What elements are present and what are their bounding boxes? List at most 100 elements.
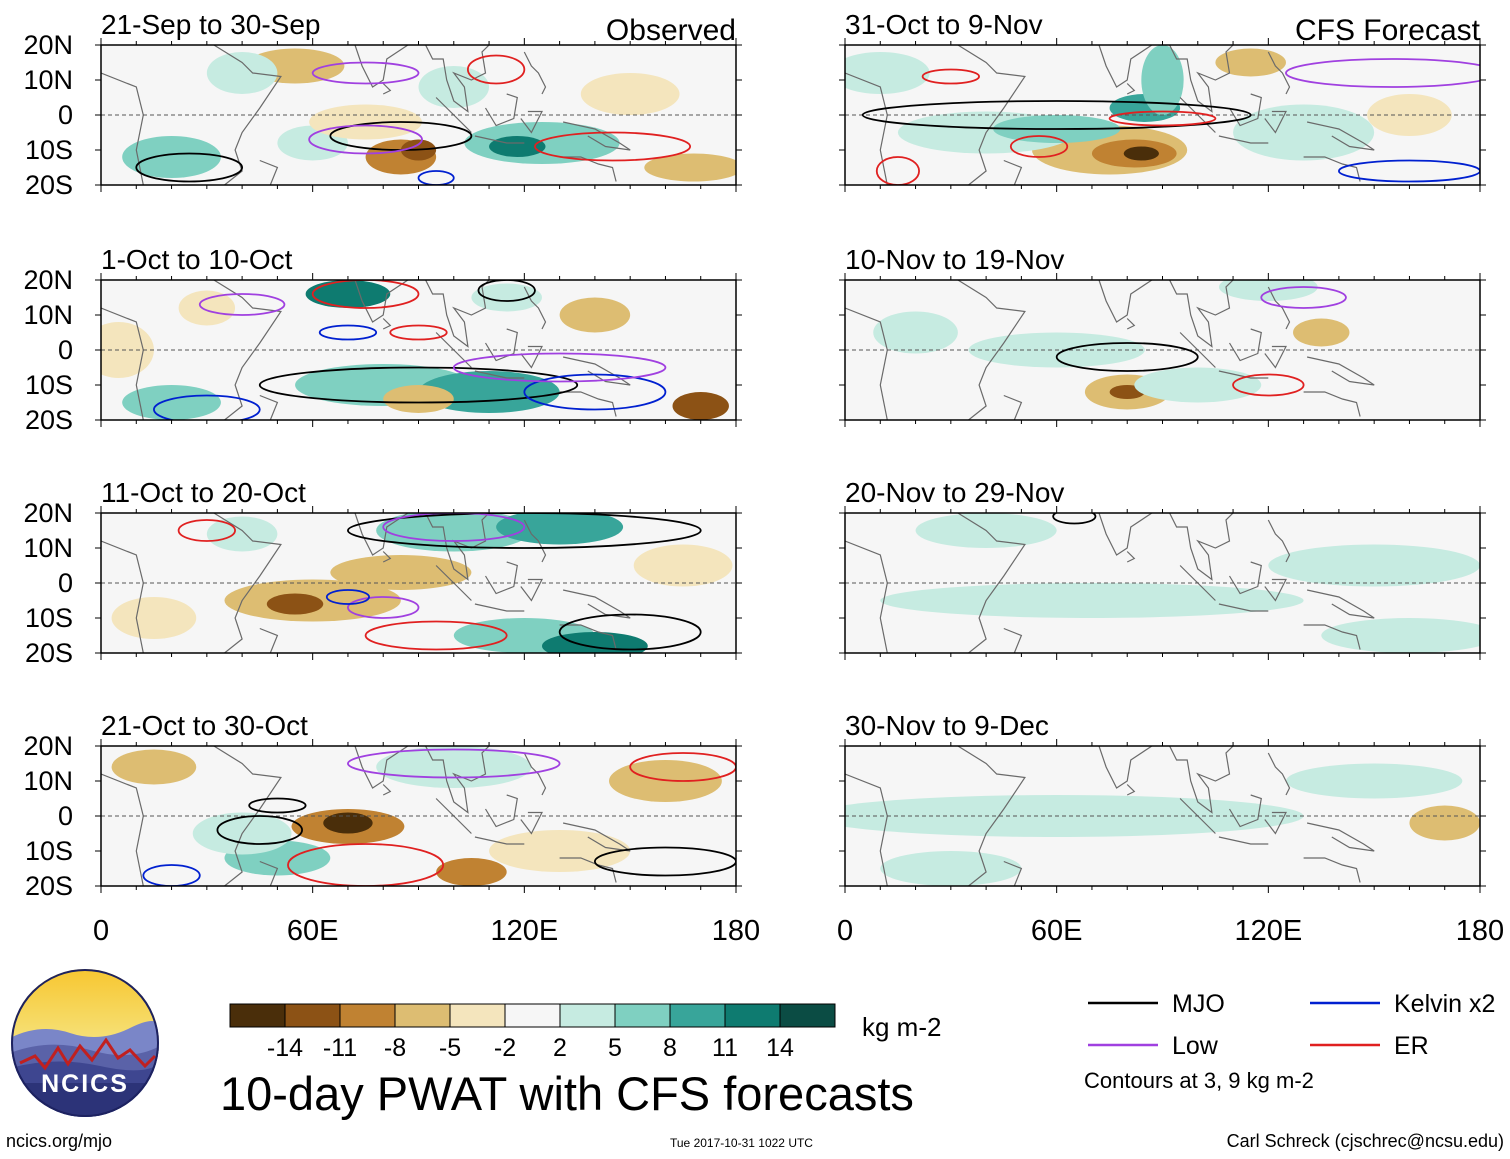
colorbar-unit: kg m-2: [862, 1012, 942, 1042]
wave-contour: [198, 293, 286, 316]
footer-website[interactable]: ncics.org/mjo: [6, 1131, 113, 1151]
colorbar-swatch: [504, 1003, 561, 1028]
coastline: [1228, 328, 1262, 362]
wave-contour: [258, 366, 579, 404]
map-panel-8: 30-Nov to 9-Dec 0 60E 120E 180: [837, 710, 1504, 947]
pwat-anomaly-blob: [633, 544, 733, 587]
lat-tick-label: 10S: [25, 135, 73, 165]
colorbar-tick-label: 2: [553, 1034, 567, 1062]
panel-period-title: 20-Nov to 29-Nov: [845, 477, 1064, 508]
map-panel-4: 10-Nov to 19-Nov: [839, 244, 1486, 427]
coastline: [474, 135, 525, 144]
legend-label: Kelvin x2: [1394, 990, 1495, 1018]
coastline: [474, 370, 525, 379]
lat-tick-label: 10S: [25, 370, 73, 400]
map-panel-3: 20N 10N 0 10S 20S 1-Oct to 10-Oct: [23, 244, 742, 435]
pwat-anomaly-blob: [111, 597, 197, 639]
wave-contour: [287, 843, 445, 886]
pwat-anomaly-blob: [644, 153, 736, 182]
coastline: [1169, 280, 1234, 348]
map-field: [101, 513, 736, 653]
lat-tick-label: 0: [58, 801, 73, 831]
lon-tick-label: 120E: [490, 915, 558, 947]
pwat-anomaly-blob: [880, 583, 1304, 618]
wave-contour: [1052, 513, 1097, 525]
lon-tick-label: 180: [712, 915, 760, 947]
colorbar-swatch: [724, 1003, 781, 1028]
coastline: [1126, 318, 1136, 330]
coastline: [957, 746, 1026, 886]
coastline: [1126, 784, 1136, 796]
panel-period-title: 30-Nov to 9-Dec: [845, 710, 1049, 741]
coastline: [1126, 83, 1136, 95]
colorbar-tick-label: 8: [663, 1034, 677, 1062]
pwat-anomaly-blob: [1141, 45, 1184, 115]
lat-tick-label: 0: [58, 568, 73, 598]
pwat-anomaly-blob: [672, 392, 729, 420]
wave-contour: [177, 519, 236, 542]
coastline: [484, 794, 518, 828]
lon-tick-label: 60E: [287, 915, 339, 947]
wave-contour: [135, 152, 244, 183]
lat-tick-label: 20S: [25, 638, 73, 668]
pwat-anomaly-blob: [111, 749, 197, 785]
colorbar-swatch: [229, 1003, 286, 1028]
wave-contour: [1260, 286, 1347, 309]
pwat-anomaly-blob: [323, 812, 373, 834]
coastline: [474, 603, 525, 612]
pwat-anomaly-blob: [178, 290, 236, 326]
pwat-anomaly-blob: [383, 385, 454, 413]
lon-tick-label: 60E: [1031, 915, 1083, 947]
wave-contour: [153, 394, 261, 420]
coastline: [1267, 752, 1291, 796]
ncics-logo: NCICS: [10, 968, 160, 1118]
wave-contour: [308, 124, 423, 155]
coastline: [259, 627, 279, 653]
coastline: [1267, 519, 1291, 563]
pwat-anomaly-blob: [122, 385, 221, 420]
contour-note: Contours at 3, 9 kg m-2: [1084, 1068, 1314, 1093]
colorbar: -14 -11 -8 -5 -2 2 5 8 11 14: [229, 1003, 836, 1062]
coastline: [559, 857, 617, 883]
coastline: [1267, 286, 1291, 330]
coastline: [523, 51, 547, 95]
coastline: [382, 318, 392, 330]
coastline: [520, 578, 543, 602]
map-panel-1: 20N 10N 0 10S 20S 21-Sep to 30-Sep Observed: [23, 9, 742, 200]
coastline: [298, 513, 409, 556]
pwat-anomaly-blob: [266, 593, 324, 615]
colorbar-swatch: [559, 1003, 616, 1028]
coastline: [1306, 589, 1375, 619]
coastline: [1306, 121, 1375, 151]
coastline: [957, 280, 1026, 420]
coastline: [1228, 561, 1262, 595]
coastline: [298, 45, 409, 88]
wave-contour: [1338, 159, 1480, 183]
lat-tick-label: 10N: [23, 300, 73, 330]
coastline: [1003, 627, 1023, 653]
coastline: [1306, 822, 1375, 852]
wave-contour: [861, 100, 1252, 130]
coastline: [382, 784, 392, 796]
map-panel-5: 20N 10N 0 10S 20S 11-Oct to 20-Oct: [23, 477, 742, 668]
coastline: [1169, 45, 1234, 113]
coastline: [562, 822, 631, 852]
coastline: [1218, 135, 1269, 144]
colorbar-swatch: [669, 1003, 726, 1028]
pwat-anomaly-blob: [122, 136, 221, 178]
wave-contour: [382, 513, 526, 542]
colorbar-tick-label: -11: [323, 1034, 357, 1062]
wave-contour: [311, 280, 420, 309]
coastline: [425, 45, 490, 113]
coastline: [1218, 836, 1269, 845]
wave-contour: [364, 620, 508, 651]
pwat-anomaly-blob: [496, 513, 624, 545]
coastline: [1042, 513, 1153, 556]
coastline: [1126, 551, 1136, 563]
colorbar-tick-label: -2: [494, 1034, 516, 1062]
pwat-anomaly-blob: [873, 311, 958, 354]
lat-tick-label: 10N: [23, 533, 73, 563]
coastline: [298, 746, 409, 789]
map-panel-6: 20-Nov to 29-Nov: [839, 477, 1486, 660]
pwat-anomaly-blob: [580, 73, 680, 115]
